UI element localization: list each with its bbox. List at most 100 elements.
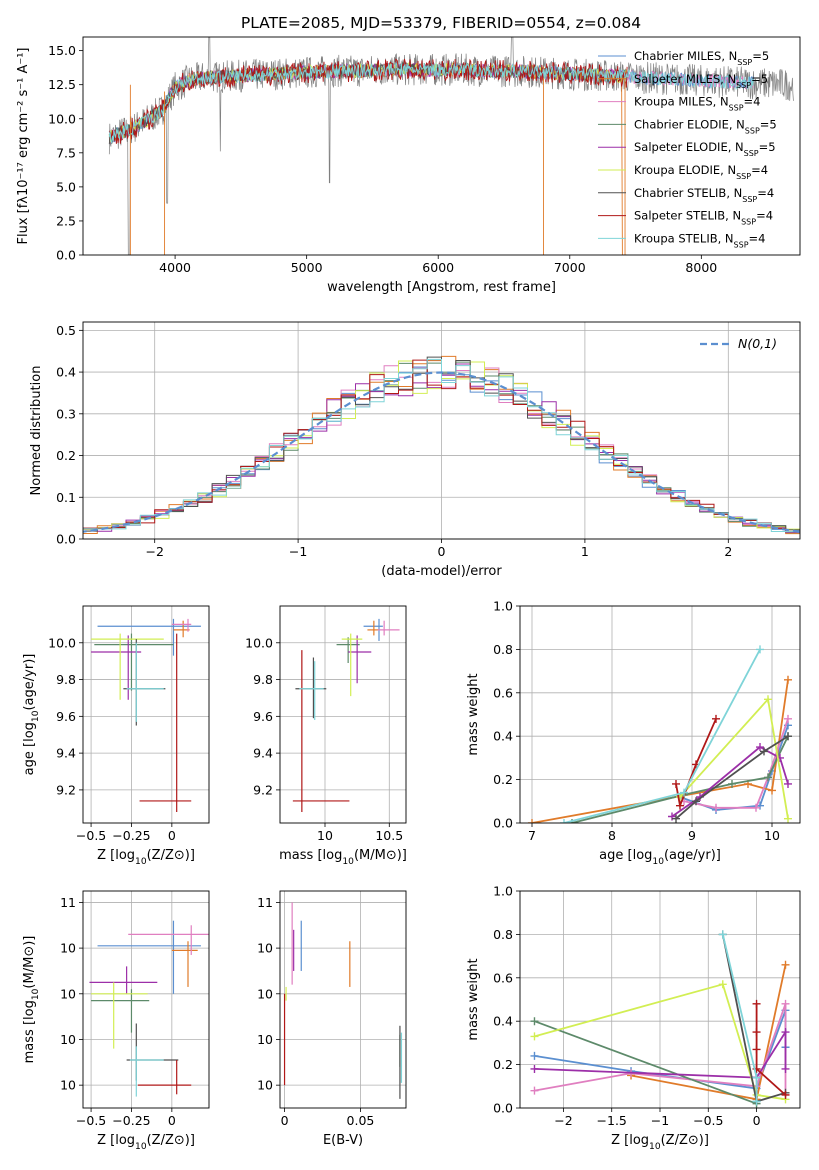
weight-marker — [528, 819, 536, 823]
weight-marker — [784, 714, 792, 723]
model-spectrum-line-8 — [108, 58, 628, 144]
y-axis-label: Normed distribution — [29, 366, 44, 496]
legend-entry: Chabrier MILES, NSSP=5 — [634, 49, 769, 67]
x-tick-label: 0 — [281, 1113, 289, 1128]
x-axis-label: (data-model)/error — [381, 564, 502, 579]
y-tick-label: 10.0 — [48, 635, 76, 650]
plot-area — [91, 618, 201, 812]
x-tick-label: 4000 — [159, 260, 191, 275]
y-tick-label: 10 — [60, 986, 76, 1001]
weight-marker — [760, 747, 768, 756]
age-vs-metallicity-panel: −0.5 −0.25 0 9.2 9.4 9.6 9.8 10.0 Z [log10(Z/Z⊙)… — [22, 605, 210, 867]
axes-frame — [279, 890, 407, 1109]
spectrum-panel: 4000 5000 6000 7000 8000 0.0 2.5 5.0 7.5 10.0 12.5… — [16, 36, 801, 295]
plot-area — [108, 37, 794, 255]
weight-marker — [784, 814, 792, 823]
weight-marker — [752, 1073, 761, 1082]
normal-curve — [83, 371, 800, 533]
weight-marker — [672, 814, 680, 823]
x-tick-label: 8 — [608, 828, 616, 843]
weight-marker — [752, 1097, 761, 1106]
legend: Chabrier MILES, NSSP=5 Salpeter MILES, NS… — [598, 49, 777, 249]
y-tick-label: 9.4 — [253, 746, 273, 761]
y-tick-label: 2.5 — [56, 213, 76, 228]
y-tick-label: 10 — [257, 941, 273, 956]
model-spectrum-line-9 — [108, 61, 754, 144]
weight-marker — [764, 695, 772, 704]
weight-marker — [680, 788, 688, 797]
weight-marker — [530, 1064, 539, 1073]
axes-frame — [82, 605, 210, 824]
weight-marker — [781, 1064, 790, 1073]
x-tick-label: 2 — [724, 544, 732, 559]
x-axis-label: E(B-V) — [323, 1133, 363, 1148]
axes-frame — [82, 890, 210, 1109]
y-tick-label: 9.8 — [253, 672, 273, 687]
x-tick-label: 7 — [528, 828, 536, 843]
y-axis-label: mass weight — [466, 958, 481, 1040]
x-tick-label: 0 — [168, 1113, 176, 1128]
weight-series-7 — [675, 735, 789, 820]
x-tick-label: −2 — [554, 1113, 572, 1128]
weight-marker — [530, 1017, 539, 1026]
x-tick-label: 10 — [764, 828, 780, 843]
plot-area — [89, 920, 209, 1097]
axes-frame — [279, 605, 407, 824]
weight-marker — [768, 786, 776, 795]
weight-marker — [672, 779, 680, 788]
y-tick-label: 10 — [257, 986, 273, 1001]
x-tick-label: 10.5 — [375, 828, 403, 843]
y-tick-label: 0.2 — [493, 1057, 513, 1072]
axes-frame — [519, 605, 801, 824]
y-tick-label: 9.6 — [253, 709, 273, 724]
y-tick-label: 0.6 — [493, 685, 513, 700]
x-tick-label: 0.05 — [347, 1113, 375, 1128]
y-tick-label: 0.4 — [493, 1014, 513, 1029]
weight-marker — [756, 743, 764, 752]
x-tick-label: 10 — [317, 828, 333, 843]
weight-marker — [781, 999, 790, 1008]
weight-marker — [752, 803, 760, 812]
x-tick-label: −0.25 — [112, 1113, 150, 1128]
model-spectrum-line-2 — [108, 61, 628, 255]
residual-histogram-panel: −2 −1 0 1 2 0.0 0.1 0.2 0.3 0.4 0.5 (data-model)/er… — [29, 321, 801, 579]
x-axis-label: mass [log10(M/M⊙)] — [279, 848, 407, 867]
y-tick-label: 11 — [257, 895, 273, 910]
y-tick-label: 10.0 — [245, 635, 273, 650]
y-tick-label: 10 — [60, 1032, 76, 1047]
weight-vs-age-panel: 7 8 9 10 0.0 0.2 0.4 0.6 0.8 1.0 age [log10(age/yr… — [466, 599, 801, 867]
weight-series-5 — [534, 1028, 787, 1079]
weight-series-4 — [534, 1020, 757, 1105]
weight-marker — [752, 1045, 761, 1054]
weight-marker — [728, 779, 736, 788]
weight-marker — [676, 801, 684, 810]
x-tick-label: 0 — [753, 1113, 761, 1128]
legend-entry: Chabrier STELIB, NSSP=4 — [634, 186, 774, 204]
legend-entry: Kroupa STELIB, NSSP=4 — [634, 231, 765, 249]
y-tick-label: 7.5 — [56, 145, 76, 160]
mass-vs-metallicity-panel: −0.5 −0.25 0 10 10 10 10 11 Z [log10(Z/Z⊙)] mass … — [22, 890, 210, 1152]
y-tick-label: 0.4 — [493, 729, 513, 744]
x-tick-label: −0.5 — [693, 1113, 723, 1128]
weight-marker — [530, 1051, 539, 1060]
x-tick-label: −0.25 — [112, 828, 150, 843]
plot-area — [292, 618, 400, 812]
y-tick-label: 0.2 — [56, 448, 76, 463]
x-tick-label: 7000 — [554, 260, 586, 275]
x-axis-label: wavelength [Angstrom, rest frame] — [327, 280, 556, 295]
x-axis-label: age [log10(age/yr)] — [599, 848, 721, 867]
y-tick-label: 10.0 — [48, 111, 76, 126]
y-tick-label: 0.3 — [56, 406, 76, 421]
y-tick-label: 0.0 — [56, 532, 76, 547]
axes-frame — [82, 36, 801, 256]
weight-marker — [718, 980, 727, 989]
plot-area — [83, 355, 800, 536]
y-tick-label: 0.6 — [493, 970, 513, 985]
y-tick-label: 0.1 — [56, 490, 76, 505]
x-tick-label: −0.5 — [76, 1113, 106, 1128]
weight-marker — [784, 779, 792, 788]
y-tick-label: 12.5 — [48, 77, 76, 92]
x-tick-label: −1.5 — [597, 1113, 627, 1128]
legend-entry: N(0,1) — [738, 336, 777, 351]
x-tick-label: 0 — [168, 828, 176, 843]
